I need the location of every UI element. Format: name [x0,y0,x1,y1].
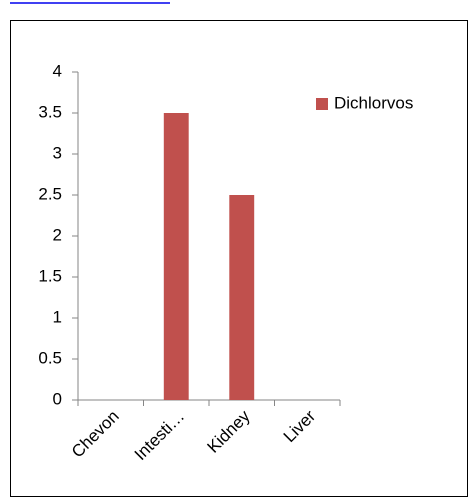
chart-border [10,20,468,497]
bar [229,195,255,400]
x-tick-label: Intesti… [131,407,189,465]
y-tick-label: 1 [53,307,62,326]
x-tick-label: Chevon [68,407,123,462]
y-tick-label: 1.5 [38,266,62,285]
bar [163,113,189,400]
y-tick-label: 0.5 [38,348,62,367]
x-tick-label: Kidney [204,406,255,457]
y-tick-label: 4 [53,61,62,80]
y-tick-label: 3 [53,143,62,162]
y-tick-label: 2.5 [38,184,62,203]
legend-swatch [316,98,328,110]
y-tick-label: 0 [53,389,62,408]
y-tick-label: 3.5 [38,102,62,121]
legend-label: Dichlorvos [334,93,413,112]
x-tick-label: Liver [280,406,320,446]
y-tick-label: 2 [53,225,62,244]
